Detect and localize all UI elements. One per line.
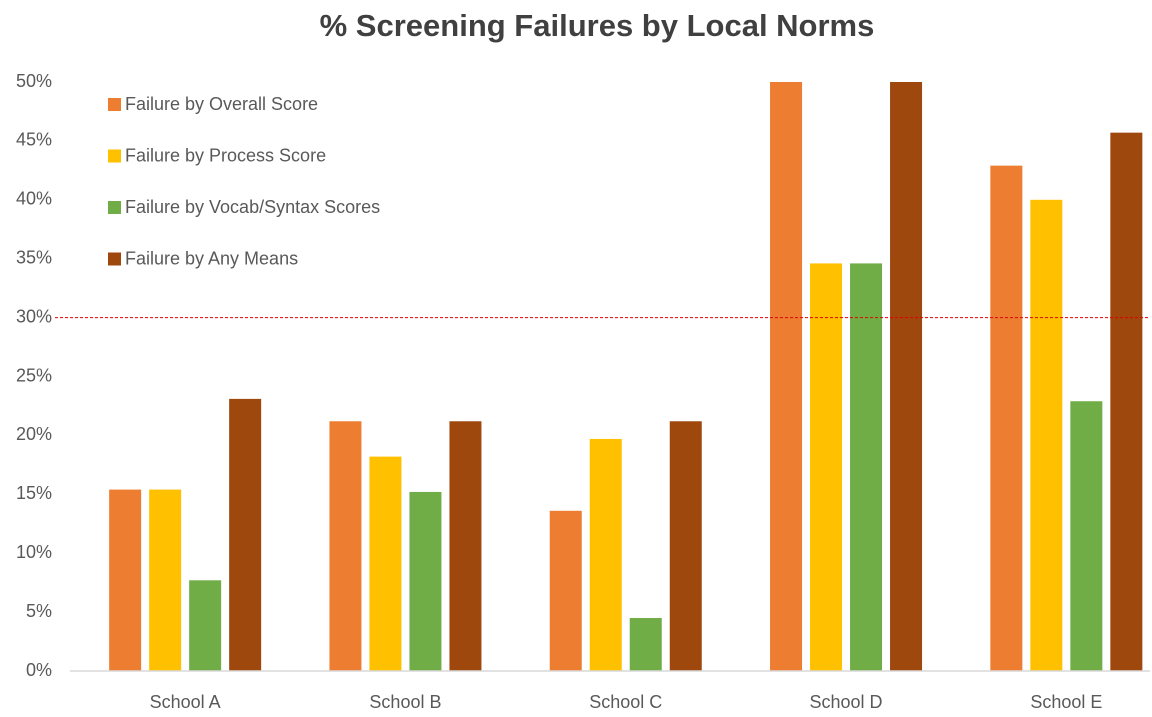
chart-title: % Screening Failures by Local Norms [320, 8, 875, 43]
bar [329, 421, 362, 671]
legend-swatch [108, 98, 121, 111]
bar [449, 421, 482, 671]
y-tick-label: 25% [16, 365, 52, 385]
y-tick-label: 15% [16, 483, 52, 503]
x-tick-label: School A [150, 692, 221, 712]
bar [1030, 199, 1063, 672]
bar [810, 263, 843, 671]
x-tick-label: School B [369, 692, 441, 712]
bar [149, 489, 182, 671]
x-tick-label: School E [1030, 692, 1102, 712]
bar [669, 421, 702, 671]
x-tick-label: School C [589, 692, 662, 712]
legend-swatch [108, 149, 121, 163]
bar [549, 510, 582, 671]
bar [629, 617, 662, 671]
bar [109, 489, 142, 671]
bar [369, 456, 402, 671]
bar [229, 398, 262, 671]
bar [589, 438, 622, 671]
legend-label: Failure by Process Score [125, 145, 326, 165]
y-tick-label: 10% [16, 542, 52, 562]
bar [409, 491, 442, 671]
legend-swatch [108, 201, 121, 214]
legend-label: Failure by Any Means [125, 248, 298, 268]
legend-label: Failure by Vocab/Syntax Scores [125, 197, 380, 217]
y-tick-label: 0% [26, 660, 52, 680]
y-tick-label: 50% [16, 71, 52, 91]
y-tick-label: 35% [16, 247, 52, 267]
bar [990, 165, 1023, 671]
legend-swatch [108, 252, 121, 266]
y-tick-label: 5% [26, 601, 52, 621]
bar [189, 580, 222, 671]
x-tick-label: School D [810, 692, 883, 712]
bar [1110, 132, 1143, 672]
y-tick-label: 45% [16, 130, 52, 150]
y-tick-label: 40% [16, 189, 52, 209]
bar [770, 82, 803, 671]
legend-label: Failure by Overall Score [125, 94, 318, 114]
bar [850, 263, 883, 671]
y-tick-label: 20% [16, 424, 52, 444]
y-tick-label: 30% [16, 306, 52, 326]
bar [1070, 401, 1103, 671]
bar [890, 82, 923, 671]
